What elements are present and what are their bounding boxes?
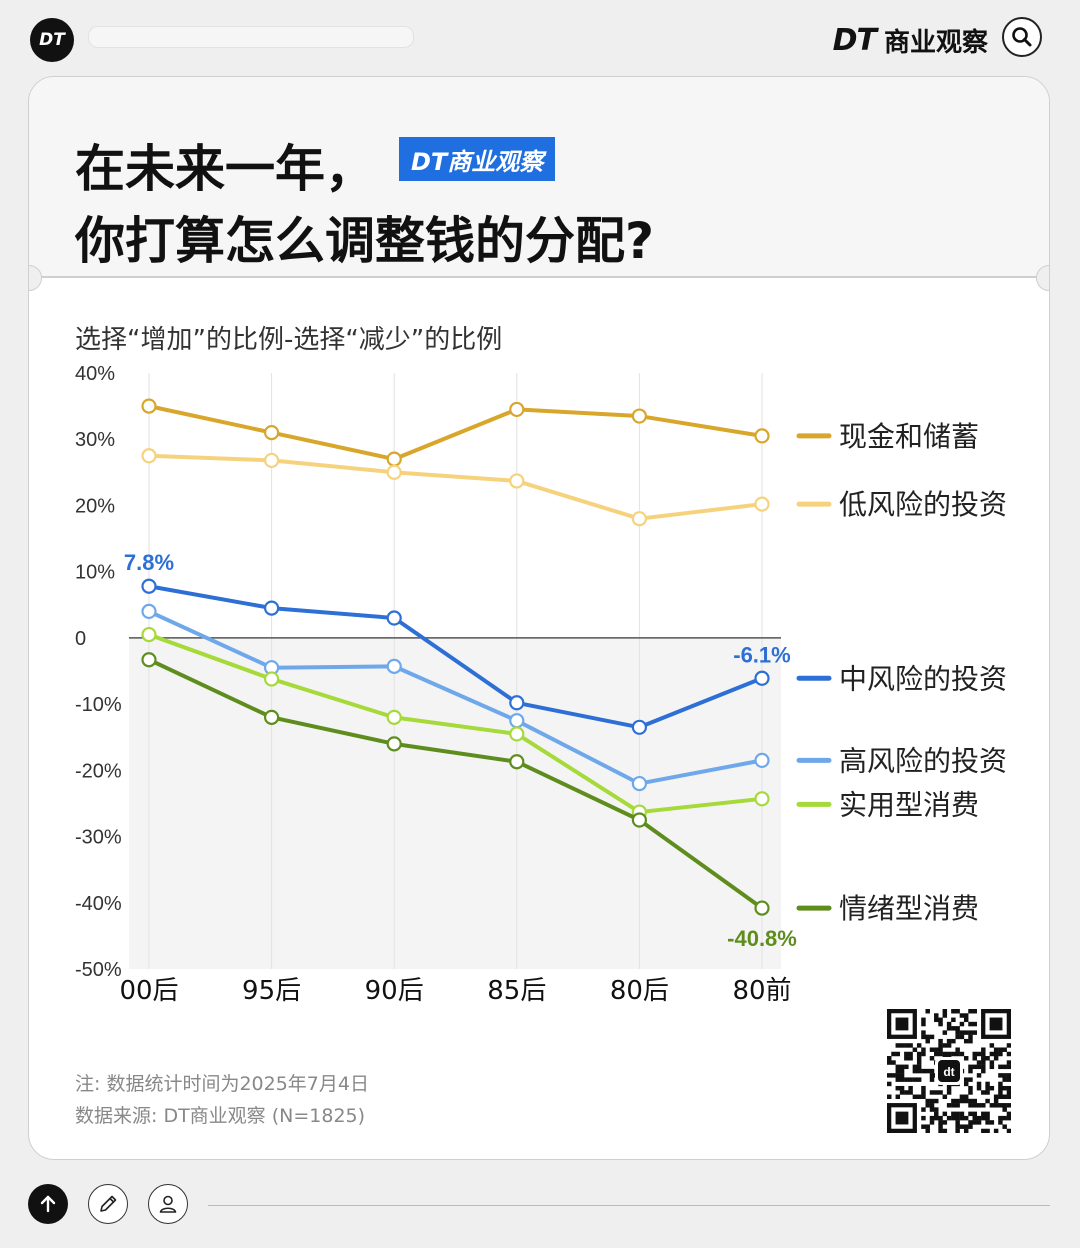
y-tick-label: 40% bbox=[75, 363, 115, 385]
data-point bbox=[386, 464, 402, 480]
data-point bbox=[141, 603, 157, 619]
legend-label: 现金和储蓄 bbox=[839, 420, 979, 453]
series-line bbox=[147, 404, 764, 462]
legend-label: 低风险的投资 bbox=[839, 488, 1007, 521]
y-tick-label: -20% bbox=[75, 760, 122, 782]
data-point bbox=[264, 452, 280, 469]
top-bar: DT DT 商业观察 bbox=[0, 0, 1080, 78]
data-point bbox=[631, 775, 648, 792]
data-point bbox=[754, 900, 770, 916]
brand: DT 商业观察 bbox=[833, 20, 988, 60]
data-point bbox=[264, 424, 280, 441]
footnote: 注: 数据统计时间为2025年7月4日 bbox=[75, 1073, 369, 1095]
data-point bbox=[141, 448, 157, 464]
y-tick-label: -40% bbox=[75, 893, 122, 915]
legend-label: 情绪型消费 bbox=[839, 892, 979, 925]
data-label: 7.8% bbox=[124, 550, 174, 575]
data-point bbox=[264, 600, 280, 616]
data-label: -6.1% bbox=[733, 642, 790, 667]
y-tick-label: 0 bbox=[75, 628, 86, 650]
search-button[interactable] bbox=[1002, 17, 1042, 57]
x-tick-label: 00后 bbox=[119, 976, 178, 1006]
data-point bbox=[754, 428, 770, 444]
x-tick-label: 90后 bbox=[365, 976, 424, 1006]
title-tag: DT商业观察 bbox=[399, 137, 556, 181]
data-point bbox=[754, 791, 770, 807]
title-line-1: 在未来一年， bbox=[75, 140, 375, 198]
y-tick-label: -30% bbox=[75, 827, 122, 849]
data-point bbox=[386, 658, 402, 674]
user-icon bbox=[159, 1195, 177, 1213]
series-line bbox=[147, 632, 764, 815]
y-tick-label: 30% bbox=[75, 429, 115, 451]
y-tick-label: -10% bbox=[75, 694, 122, 716]
top-pill[interactable] bbox=[88, 26, 414, 48]
data-point bbox=[509, 401, 525, 418]
data-point bbox=[264, 709, 280, 725]
x-tick-label: 85后 bbox=[487, 976, 546, 1006]
pencil-icon bbox=[100, 1195, 117, 1212]
data-point bbox=[631, 719, 648, 735]
series-line bbox=[147, 453, 764, 521]
data-point bbox=[509, 754, 525, 770]
article-card: 在未来一年， DT商业观察 你打算怎么调整钱的分配? 选择“增加”的比例-选择“… bbox=[28, 76, 1050, 1160]
data-point bbox=[509, 473, 525, 489]
data-point bbox=[631, 511, 648, 527]
edit-button[interactable] bbox=[88, 1184, 128, 1224]
title-line-2: 你打算怎么调整钱的分配? bbox=[75, 212, 655, 270]
y-tick-label: -50% bbox=[75, 959, 122, 981]
x-tick-label: 80前 bbox=[732, 976, 791, 1006]
data-point bbox=[509, 726, 525, 742]
y-tick-label: 20% bbox=[75, 495, 115, 517]
data-label: -40.8% bbox=[727, 926, 797, 951]
data-point bbox=[509, 695, 525, 711]
qr-code[interactable]: dt bbox=[887, 1009, 1011, 1133]
legend-label: 高风险的投资 bbox=[839, 744, 1007, 777]
data-point bbox=[754, 670, 770, 686]
data-point bbox=[386, 709, 402, 725]
data-point bbox=[264, 671, 280, 687]
divider bbox=[29, 276, 1049, 278]
data-point bbox=[386, 736, 402, 752]
negative-region bbox=[129, 637, 781, 969]
data-point bbox=[141, 626, 157, 643]
logo-badge[interactable]: DT bbox=[30, 18, 74, 62]
line-chart: 40% 30% 20% 10% 0 -10% -20% -30% -40% -50%00后 95后 9… bbox=[75, 363, 1007, 1006]
legend-label: 中风险的投资 bbox=[839, 662, 1007, 695]
arrow-up-icon bbox=[40, 1195, 56, 1213]
data-point bbox=[754, 496, 770, 512]
data-point bbox=[386, 451, 402, 467]
data-point bbox=[141, 652, 157, 668]
source-note: 数据来源: DT商业观察 (N=1825) bbox=[75, 1105, 366, 1127]
search-icon bbox=[1012, 27, 1032, 47]
x-tick-label: 80后 bbox=[610, 976, 669, 1006]
data-point bbox=[509, 713, 525, 729]
legend-label: 实用型消费 bbox=[839, 788, 979, 821]
notch-right bbox=[1036, 265, 1049, 291]
data-point bbox=[141, 398, 157, 414]
x-tick-label: 95后 bbox=[242, 976, 301, 1006]
toolbar-divider bbox=[208, 1205, 1050, 1206]
back-to-top-button[interactable] bbox=[28, 1184, 68, 1224]
data-point bbox=[754, 752, 770, 768]
brand-dt: DT bbox=[832, 22, 877, 58]
qr-center-text: dt bbox=[943, 1065, 954, 1079]
series-line bbox=[147, 609, 764, 786]
data-point bbox=[631, 408, 648, 424]
brand-name: 商业观察 bbox=[883, 27, 988, 58]
series-line bbox=[147, 657, 764, 911]
qr-center-badge bbox=[938, 1060, 960, 1082]
chart-subtitle: 选择“增加”的比例-选择“减少”的比例 bbox=[75, 325, 503, 355]
data-point bbox=[631, 812, 648, 828]
profile-button[interactable] bbox=[148, 1184, 188, 1224]
y-tick-label: 10% bbox=[75, 562, 115, 584]
data-point bbox=[141, 578, 157, 594]
data-point bbox=[386, 610, 402, 626]
series-line bbox=[147, 584, 764, 730]
